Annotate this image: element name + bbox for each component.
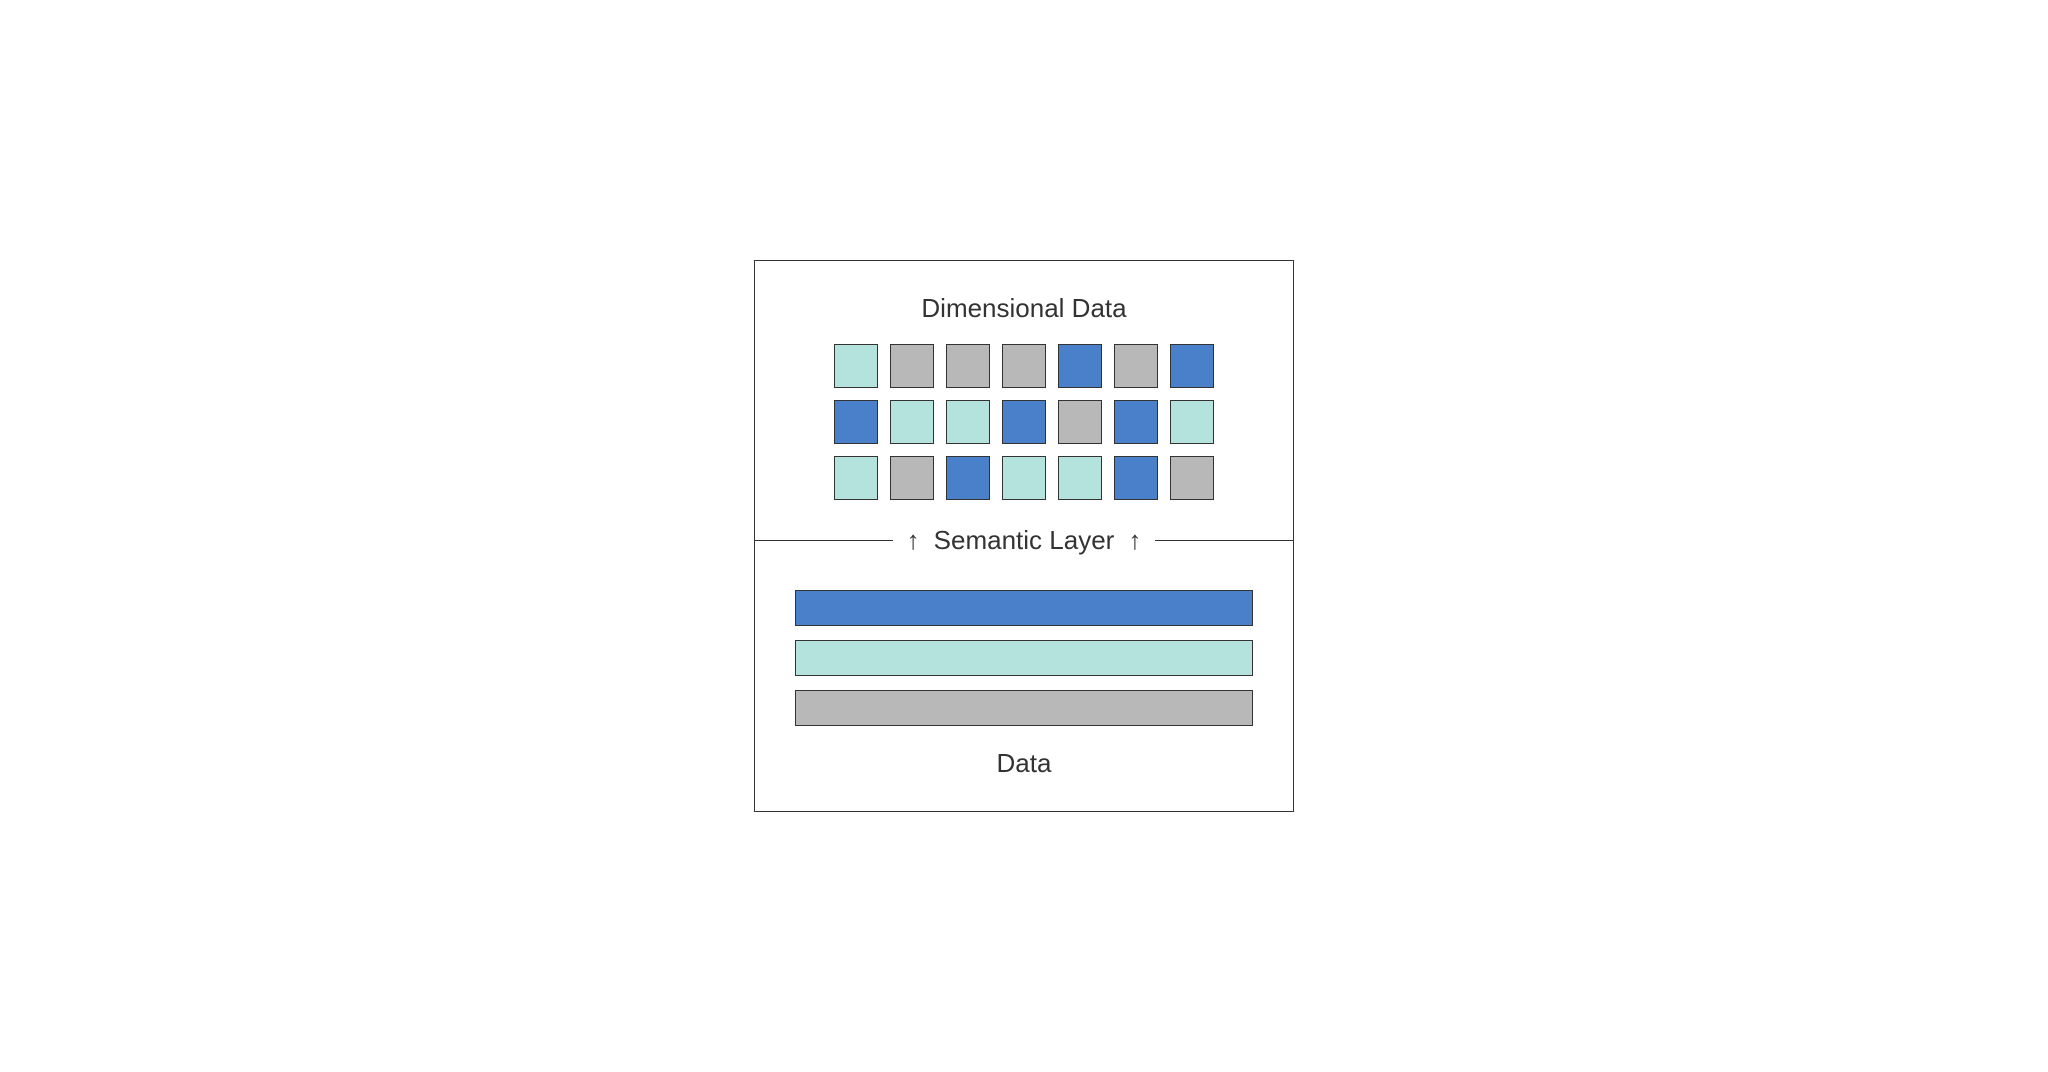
grid-row: [834, 456, 1214, 500]
grid-cell: [890, 456, 934, 500]
grid-cell: [1114, 400, 1158, 444]
grid-cell: [1170, 400, 1214, 444]
grid-cell: [946, 400, 990, 444]
data-bar: [795, 640, 1253, 676]
data-title: Data: [997, 748, 1052, 779]
grid-cell: [834, 344, 878, 388]
semantic-layer-section: ↑ Semantic Layer ↑: [755, 520, 1293, 560]
grid-row: [834, 344, 1214, 388]
grid-cell: [1058, 344, 1102, 388]
arrow-up-icon: ↑: [1128, 527, 1141, 553]
grid-cell: [1002, 456, 1046, 500]
grid-cell: [834, 456, 878, 500]
arrow-up-icon: ↑: [907, 527, 920, 553]
grid-cell: [946, 456, 990, 500]
grid-cell: [1002, 344, 1046, 388]
semantic-layer-label: Semantic Layer: [934, 525, 1115, 556]
grid-cell: [1058, 400, 1102, 444]
semantic-layer-group: ↑ Semantic Layer ↑: [893, 525, 1156, 556]
dimensional-data-section: Dimensional Data: [755, 261, 1293, 520]
grid-cell: [890, 344, 934, 388]
data-bars: [795, 590, 1253, 726]
grid-row: [834, 400, 1214, 444]
grid-cell: [946, 344, 990, 388]
grid-cell: [1114, 456, 1158, 500]
data-bar: [795, 690, 1253, 726]
grid-cell: [890, 400, 934, 444]
grid-cell: [1058, 456, 1102, 500]
diagram-container: Dimensional Data ↑ Semantic Layer ↑ Data: [754, 260, 1294, 812]
grid-cell: [1170, 456, 1214, 500]
dimensional-data-title: Dimensional Data: [921, 293, 1126, 324]
data-bar: [795, 590, 1253, 626]
grid-cell: [1170, 344, 1214, 388]
dimensional-data-grid: [834, 344, 1214, 500]
grid-cell: [1114, 344, 1158, 388]
grid-cell: [834, 400, 878, 444]
data-section: Data: [755, 560, 1293, 811]
grid-cell: [1002, 400, 1046, 444]
